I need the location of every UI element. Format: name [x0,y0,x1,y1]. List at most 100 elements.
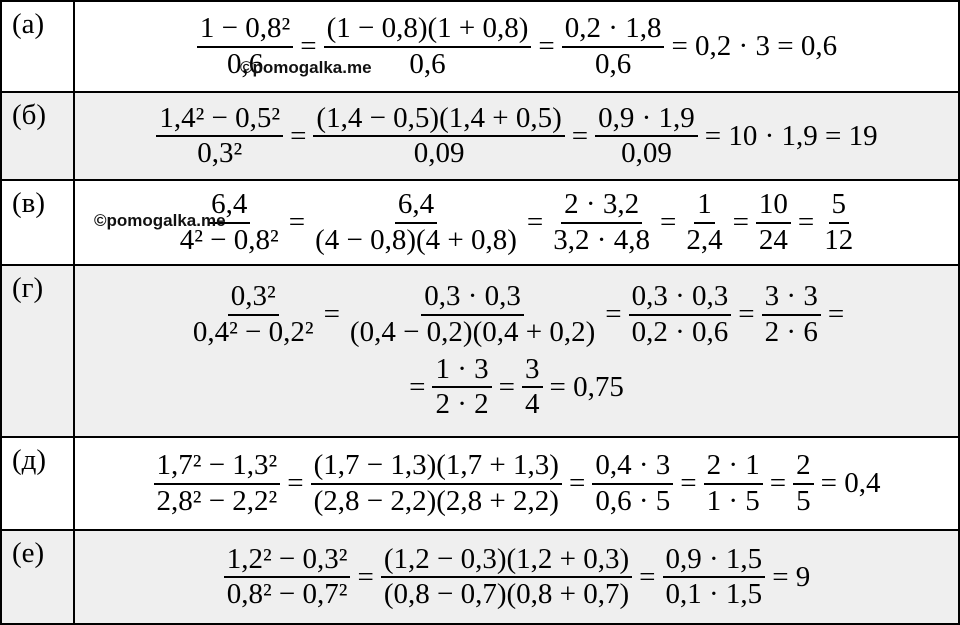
row-label: (г) [2,266,75,436]
table-row: (а) 1 − 0,8² 0,6 = (1 − 0,8)(1 + 0,8) 0,6 = 0,2… [2,2,958,93]
row-label: (а) [2,2,75,91]
row-label: (в) [2,181,75,264]
denominator: 0,6 · 5 [595,484,671,517]
expression-text: = 0,2 · 3 = 0,6 [671,30,838,62]
fraction: (1,2 − 0,3)(1,2 + 0,3) (0,8 − 0,7)(0,8 + … [380,543,633,612]
expression-text: = [357,560,374,593]
expression-line: 1,7² − 1,3² 2,8² − 2,2² = (1,7 − 1,3)(1,7 +… [150,449,884,518]
expression-line: 1 − 0,8² 0,6 = (1 − 0,8)(1 + 0,8) 0,6 = 0,2 · … [193,12,840,81]
expression-text: = [732,206,749,238]
denominator: 0,8² − 0,7² [226,578,348,610]
numerator: 10 [755,188,791,224]
expression-text: = [323,298,340,331]
expression-text: = [526,206,544,238]
expression-text: = 0,4 [820,467,881,499]
denominator: (0,4 − 0,2)(0,4 + 0,2) [349,315,596,348]
denominator: 0,1 · 1,5 [665,578,763,610]
expression-line: 0,3² 0,4² − 0,2² = 0,3 · 0,3 (0,4 − 0,2)(0,4… [186,280,847,349]
expression-text: = [409,370,426,403]
row-label: (д) [2,438,75,529]
row-label: (б) [2,93,75,179]
expression-text: = [290,119,307,152]
fraction: (1,4 − 0,5)(1,4 + 0,5) 0,09 [313,102,565,171]
watermark: ©pomogalka.me [94,211,226,230]
expression-line: 1,4² − 0,5² 0,3² = (1,4 − 0,5)(1,4 + 0,5) 0,… [152,102,880,171]
expression-line: 6,4 4² − 0,8² = 6,4 (4 − 0,8)(4 + 0,8) = 2 · 3… [173,188,861,257]
fraction: 0,9 · 1,9 0,09 [595,102,698,171]
fraction: (1,7 − 1,3)(1,7 + 1,3) (2,8 − 2,2)(2,8 + … [310,449,562,518]
row-label: (е) [2,531,75,623]
numerator: (1 − 0,8)(1 + 0,8) [323,12,532,48]
expression: 6,4 4² − 0,8² = 6,4 (4 − 0,8)(4 + 0,8) = 2 · 3… [75,181,958,264]
expression-text: = [538,30,555,62]
expression-text: = [571,119,589,152]
denominator: 2,4 [686,223,723,256]
denominator: 0,2 · 0,6 [631,315,729,348]
denominator: 12 [824,223,854,256]
numerator: 0,9 · 1,5 [662,543,766,578]
denominator: 5 [796,484,811,517]
denominator: 2 · 6 [764,315,818,348]
expression-text: = [827,298,845,331]
watermark: ©pomogalka.me [240,58,372,77]
expression-text: = [287,467,304,499]
fraction: 0,2 · 1,8 0,6 [561,12,665,81]
numerator: 2 · 1 [703,449,763,485]
numerator: 0,3 · 0,3 [421,280,524,316]
denominator: 0,6 [226,47,264,80]
fraction: 1,4² − 0,5² 0,3² [156,102,284,171]
fraction: 0,3² 0,4² − 0,2² [190,280,317,349]
numerator: (1,4 − 0,5)(1,4 + 0,5) [313,102,565,137]
fraction: 6,4 (4 − 0,8)(4 + 0,8) [312,188,520,257]
fraction: 1,2² − 0,3² 0,8² − 0,7² [223,543,351,612]
expression: 0,3² 0,4² − 0,2² = 0,3 · 0,3 (0,4 − 0,2)(0,4… [75,266,958,436]
denominator: 3,2 · 4,8 [553,223,650,256]
table-row: (г) 0,3² 0,4² − 0,2² = 0,3 · 0,3 (0,4 − 0,2)(… [2,266,958,438]
expression-text: = [738,298,755,331]
numerator: (1,2 − 0,3)(1,2 + 0,3) [380,543,633,578]
numerator: 1,7² − 1,3² [153,449,281,485]
table-row: (е) 1,2² − 0,3² 0,8² − 0,7² = (1,2 − 0,3)(1,… [2,531,958,623]
numerator: 0,2 · 1,8 [561,12,665,48]
fraction: 1,7² − 1,3² 2,8² − 2,2² [153,449,281,518]
fraction: (1 − 0,8)(1 + 0,8) 0,6 [323,12,532,81]
fraction: 0,3 · 0,3 (0,4 − 0,2)(0,4 + 0,2) [347,280,598,349]
expression: 1,2² − 0,3² 0,8² − 0,7² = (1,2 − 0,3)(1,2 +… [75,531,958,623]
denominator: 4 [525,388,540,421]
expression-text: = [300,30,317,62]
expression-text: = [680,467,697,499]
numerator: 1 − 0,8² [196,12,294,48]
denominator: 0,09 [413,137,465,169]
denominator: 0,6 [594,47,632,80]
denominator: 2,8² − 2,2² [156,484,278,517]
numerator: (1,7 − 1,3)(1,7 + 1,3) [310,449,562,485]
numerator: 0,3² [227,280,279,316]
fraction: 0,9 · 1,5 0,1 · 1,5 [662,543,766,612]
numerator: 6,4 [394,188,438,224]
expression-text: = [288,206,306,238]
expression-text: = [769,467,787,499]
denominator: 24 [758,223,788,256]
numerator: 6,4 [208,188,251,224]
table-row: (б) 1,4² − 0,5² 0,3² = (1,4 − 0,5)(1,4 + 0,5… [2,93,958,181]
table-row: (д) 1,7² − 1,3² 2,8² − 2,2² = (1,7 − 1,3)(1,… [2,438,958,531]
expression-text: = [797,206,815,238]
expression-text: = [568,467,586,499]
numerator: 2 [793,449,814,485]
expression-text: = [659,206,677,238]
numerator: 2 · 3,2 [561,188,643,224]
numerator: 3 · 3 [761,280,821,316]
expression-line: 1,2² − 0,3² 0,8² − 0,7² = (1,2 − 0,3)(1,2 +… [220,543,814,612]
expression-text: = 0,75 [549,370,624,403]
fraction: 2 · 3,2 3,2 · 4,8 [550,188,653,257]
denominator: 0,6 [409,47,446,80]
denominator: (0,8 − 0,7)(0,8 + 0,7) [383,578,630,610]
expression: 1,7² − 1,3² 2,8² − 2,2² = (1,7 − 1,3)(1,7 +… [75,438,958,529]
fraction: 5 12 [821,188,856,257]
